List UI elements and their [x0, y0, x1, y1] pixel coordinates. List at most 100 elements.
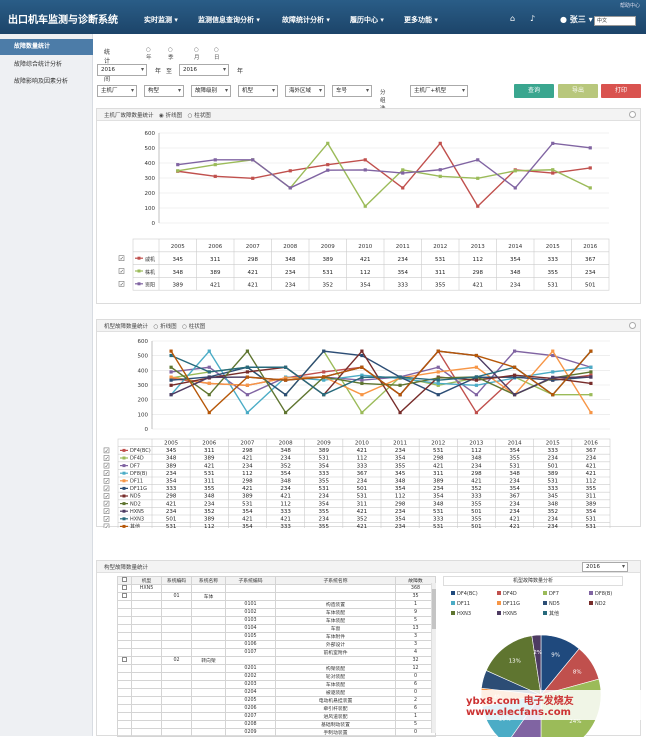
table-row[interactable]: 0204 被驱装配 0	[118, 689, 436, 697]
nav-more[interactable]: 更多功能 ▾	[404, 15, 438, 25]
year-from-select[interactable]: 2016	[97, 64, 147, 76]
chart1-radio-bar[interactable]: ○ 柱状图	[188, 113, 211, 119]
table-row[interactable]: 0205 电动机悬挂装置 2	[118, 697, 436, 705]
maker-select[interactable]: 主机厂	[97, 85, 137, 97]
data-label: 298	[471, 471, 482, 477]
column-header[interactable]: 故障数	[396, 577, 436, 585]
fault-level-select[interactable]: 故障级别	[191, 85, 231, 97]
model-line-chart: 01002003004005006002005 2006 2007 2008 2009 2…	[97, 332, 642, 528]
data-point	[322, 375, 325, 378]
query-button[interactable]: 查询	[514, 84, 554, 98]
table-cell: 35	[396, 593, 436, 601]
column-header[interactable]: 子系统编码	[226, 577, 276, 585]
radio-year[interactable]: ○ 年	[146, 47, 152, 61]
radio-month[interactable]: ○ 月	[194, 47, 200, 61]
table-row[interactable]: 0104 车窗 13	[118, 625, 436, 633]
table-row[interactable]: 0208 基础制动装置 5	[118, 721, 436, 729]
table-scrollbar[interactable]	[431, 583, 436, 733]
data-point	[401, 171, 404, 174]
chart2-radio-line[interactable]: ○ 折线图	[154, 324, 177, 330]
sidebar-item-fault-count[interactable]: 故障数量统计	[0, 39, 93, 55]
table-row[interactable]: 0105 车体附件 3	[118, 633, 436, 641]
expand-all-icon[interactable]	[122, 577, 127, 582]
x-tick-label: 2005	[164, 440, 178, 446]
nav-query-analysis[interactable]: 监测信息查询分析 ▾	[198, 15, 260, 25]
expand-icon[interactable]	[122, 585, 127, 590]
legend-marker	[123, 495, 126, 498]
table-row[interactable]: 02 转向架 32	[118, 657, 436, 665]
table-row[interactable]: 0207 进风道装配 1	[118, 713, 436, 721]
column-header[interactable]: 子系统名称	[276, 577, 396, 585]
table-cell: 0	[396, 673, 436, 681]
table-cell: 0107	[226, 649, 276, 657]
config-select[interactable]: 构型	[144, 85, 184, 97]
table-row[interactable]: 0209 手制动装置 0	[118, 729, 436, 737]
table-cell: 0208	[226, 721, 276, 729]
table-cell	[192, 633, 226, 641]
expand-icon[interactable]	[122, 657, 127, 662]
table-row[interactable]: 0103 车体装配 5	[118, 617, 436, 625]
data-label: 333	[166, 486, 177, 492]
check-icon: ✓	[120, 256, 124, 262]
print-button[interactable]: 打印	[601, 84, 641, 98]
data-point	[589, 350, 592, 353]
data-label: 421	[242, 516, 253, 522]
radio-quarter[interactable]: ○ 季	[168, 47, 174, 61]
group-select[interactable]: 主机厂+机型	[410, 85, 468, 97]
table-row[interactable]: 0206 牵引杆装配 6	[118, 705, 436, 713]
car-number-select[interactable]: 车号	[332, 85, 372, 97]
table-row[interactable]: 0101 构造装置 1	[118, 601, 436, 609]
legend-label: DF8(B)	[130, 471, 147, 477]
table-row[interactable]: HXN5 368	[118, 585, 436, 593]
table-cell: 车体装配	[276, 681, 396, 689]
table-cell: 0202	[226, 673, 276, 681]
data-label: 234	[509, 501, 520, 507]
table-cell	[162, 601, 192, 609]
expand-icon[interactable]	[122, 593, 127, 598]
radio-day[interactable]: ○ 日	[214, 47, 220, 61]
language-select[interactable]: 中文	[594, 16, 636, 26]
chart2-radio-bar[interactable]: ○ 柱状图	[182, 324, 205, 330]
data-label: 421	[433, 463, 444, 469]
legend-swatch	[543, 601, 547, 605]
bell-icon[interactable]: ♪	[530, 14, 535, 23]
region-select[interactable]: 海外区域	[285, 85, 325, 97]
legend-marker	[123, 517, 126, 520]
user-menu[interactable]: ● 张三 ▾	[560, 14, 593, 25]
nav-history[interactable]: 履历中心 ▾	[350, 15, 384, 25]
data-label: 421	[280, 494, 291, 500]
year-to-select[interactable]: 2016	[179, 64, 229, 76]
nav-fault-stats[interactable]: 故障统计分析 ▾	[282, 15, 330, 25]
table-row[interactable]: 0107 前机室附件 4	[118, 649, 436, 657]
collapse-icon[interactable]	[629, 111, 636, 118]
table-row[interactable]: 0102 车体装配 9	[118, 609, 436, 617]
export-button[interactable]: 导出	[558, 84, 598, 98]
check-icon: ✓	[120, 282, 124, 288]
table-row[interactable]: 0106 外部设计 3	[118, 641, 436, 649]
table-row[interactable]: 01 车体 35	[118, 593, 436, 601]
tree-year-select[interactable]: 2016	[582, 562, 628, 572]
home-icon[interactable]: ⌂	[510, 14, 515, 23]
legend-label: DF7	[130, 463, 140, 469]
series-line	[171, 351, 591, 412]
scrollbar-thumb[interactable]	[432, 589, 436, 629]
sidebar-item-impact-analysis[interactable]: 故障影响及因素分析	[0, 74, 93, 90]
column-header[interactable]: 系统编码	[162, 577, 192, 585]
data-label: 348	[173, 270, 184, 276]
table-row[interactable]: 0202 轮对装配 0	[118, 673, 436, 681]
table-cell	[162, 665, 192, 673]
nav-realtime[interactable]: 实时监测 ▾	[144, 15, 178, 25]
column-header[interactable]: 系统名称	[192, 577, 226, 585]
table-cell: 构架装配	[276, 665, 396, 673]
table-row[interactable]: 0201 构架装配 12	[118, 665, 436, 673]
x-tick-label: 2006	[208, 244, 222, 250]
data-label: 531	[433, 509, 444, 515]
chart1-radio-line[interactable]: ◉ 折线图	[159, 113, 182, 119]
collapse-icon[interactable]	[629, 322, 636, 329]
table-row[interactable]: 0203 车体装配 6	[118, 681, 436, 689]
help-link[interactable]: 帮助中心	[620, 2, 640, 9]
sidebar-item-fault-analysis[interactable]: 故障综合统计分析	[0, 57, 93, 73]
table-cell: 3	[396, 633, 436, 641]
column-header[interactable]: 机型	[132, 577, 162, 585]
model-select[interactable]: 机型	[238, 85, 278, 97]
